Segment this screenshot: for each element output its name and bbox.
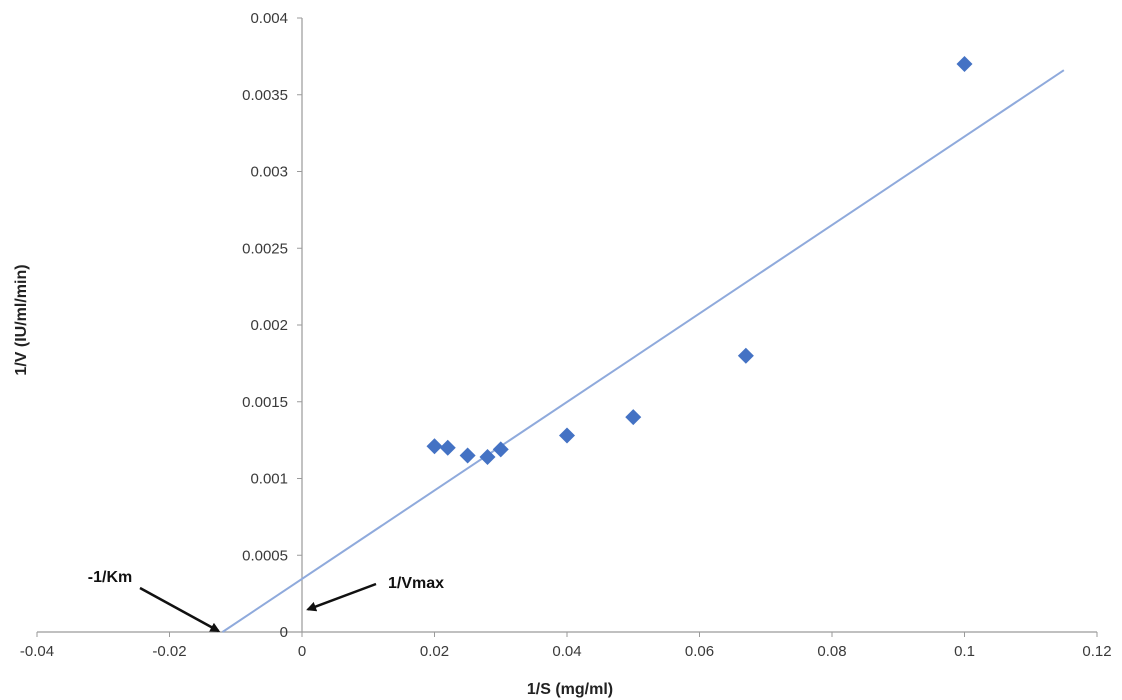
data-point (479, 449, 496, 466)
data-point (459, 447, 476, 464)
y-tick-label: 0.002 (250, 317, 288, 334)
data-points (426, 56, 973, 466)
data-point (492, 441, 509, 458)
y-tick-label: 0.0005 (242, 547, 288, 564)
tick-labels: -0.04 -0.02 0 0.02 0.04 0.06 0.08 0.1 0.12 0 0.000… (20, 10, 1112, 660)
data-point (737, 347, 754, 364)
y-axis-title: 1/V (IU/ml/min) (13, 264, 30, 375)
y-tick-label: 0.001 (250, 471, 288, 488)
axes (36, 17, 1098, 637)
x-tick-label: 0.1 (954, 643, 975, 660)
data-point (625, 409, 642, 426)
data-point (426, 438, 443, 455)
vmax-annotation-label: 1/Vmax (388, 575, 444, 592)
data-point (956, 56, 973, 73)
y-tick-label: 0.0035 (242, 87, 288, 104)
km-annotation-label: -1/Km (88, 569, 132, 586)
x-axis-title: 1/S (mg/ml) (527, 681, 613, 698)
y-tick-label: 0.0015 (242, 394, 288, 411)
trendline-layer (221, 69, 1065, 633)
vmax-arrow (306, 582, 377, 612)
linear-trendline (221, 69, 1065, 633)
x-tick-label: 0.04 (552, 643, 581, 660)
y-tick-label: 0 (280, 624, 288, 641)
y-tick-label: 0.003 (250, 164, 288, 181)
x-tick-label: 0 (298, 643, 306, 660)
x-tick-label: 0.02 (420, 643, 449, 660)
annotations: -1/Km 1/Vmax (88, 569, 444, 633)
y-tick-label: 0.0025 (242, 240, 288, 257)
km-arrow (139, 586, 221, 633)
y-tick-label: 0.004 (250, 10, 288, 27)
x-tick-label: 0.12 (1082, 643, 1111, 660)
x-tick-label: 0.08 (817, 643, 846, 660)
data-point (559, 427, 575, 444)
data-point (439, 439, 456, 456)
x-tick-label: 0.06 (685, 643, 714, 660)
x-tick-label: -0.04 (20, 643, 54, 660)
x-tick-label: -0.02 (152, 643, 186, 660)
